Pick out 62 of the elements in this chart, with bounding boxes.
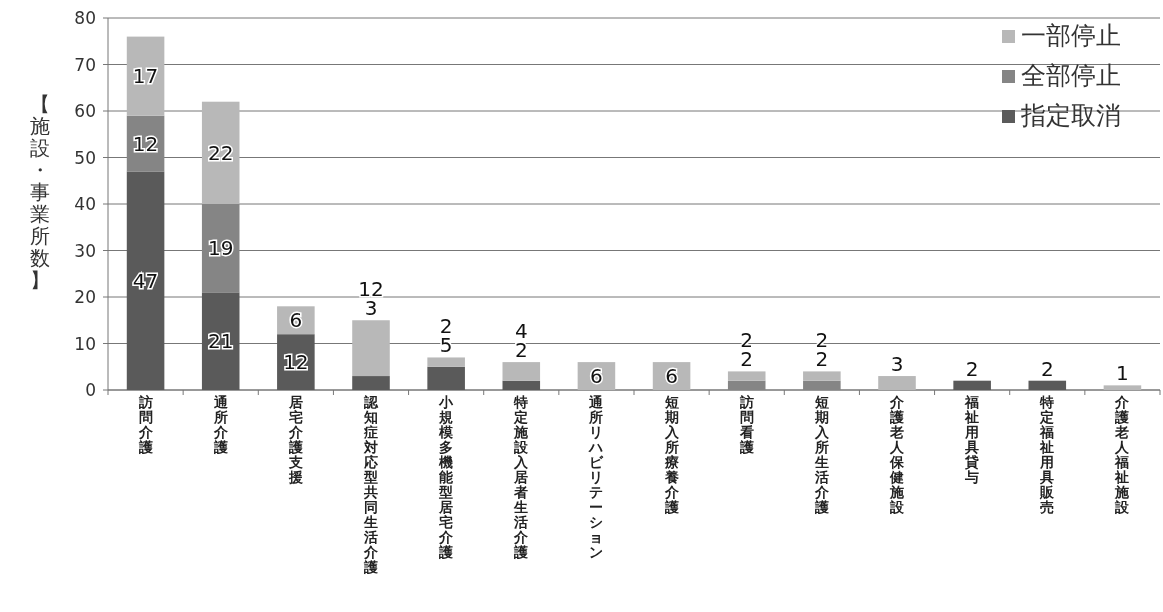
data-label: 47 (132, 268, 159, 293)
data-label: 6 (665, 364, 678, 389)
bar (727, 371, 766, 381)
category-label: 特定施設入居者生活介護 (514, 394, 529, 560)
bar (201, 101, 240, 204)
data-label: 3 (890, 352, 904, 377)
x-tick-label: 介護老人福祉施設 (1114, 394, 1131, 515)
bar (427, 366, 465, 390)
y-tick-label: 20 (74, 287, 96, 307)
data-label: 6 (590, 364, 603, 389)
data-label: 21 (207, 329, 234, 354)
category-label: 通所リハビリテーション (589, 394, 604, 560)
x-tick-label: 介護老人保健施設 (889, 394, 905, 515)
bar (878, 376, 916, 390)
text: 【施設・事業所数】 (30, 92, 50, 292)
x-tick-label: 訪問看護 (738, 394, 754, 455)
y-tick-label: 80 (74, 8, 96, 28)
category-label: 小規模多機能型居宅介護 (439, 394, 454, 560)
data-label: 2 (965, 356, 979, 381)
bar (1028, 380, 1067, 390)
bar (1103, 385, 1142, 390)
data-label: 17 (132, 64, 159, 89)
data-label: 19 (207, 236, 234, 261)
bar (201, 292, 240, 390)
bar (803, 371, 841, 381)
bar (502, 362, 541, 381)
data-label: 2 (815, 347, 829, 372)
bar (352, 320, 390, 377)
x-tick-label: 短期入所療養介護 (663, 394, 680, 515)
data-label: 12 (283, 350, 309, 375)
data-label: 22 (207, 140, 234, 165)
bar (953, 380, 991, 390)
x-tick-label: 訪問介護 (137, 394, 154, 455)
y-tick-label: 30 (74, 240, 96, 261)
data-label: 6 (289, 308, 303, 333)
y-tick-label: 40 (74, 194, 96, 214)
legend-label: 指定取消 (1020, 101, 1121, 130)
category-label: 認知症対応型共同生活介護 (364, 394, 378, 575)
legend-label: 一部停止 (1021, 21, 1121, 50)
bar (502, 380, 541, 390)
data-label: 2 (1040, 356, 1054, 381)
data-label: 1 (1116, 361, 1129, 386)
y-tick-label: 70 (74, 54, 96, 75)
x-tick-label: 通所介護 (212, 394, 229, 455)
data-label: 12 (132, 131, 159, 156)
x-tick-label: 居宅介護支援 (287, 394, 304, 485)
bar (727, 380, 766, 390)
bar (427, 357, 465, 367)
y-tick-label: 50 (74, 147, 96, 168)
data-label: 2 (439, 314, 453, 339)
y-tick-label: 60 (74, 101, 96, 121)
bar (352, 376, 390, 390)
x-tick-label: 短期入所生活介護 (813, 394, 830, 515)
y-tick-label: 10 (74, 333, 96, 354)
x-tick-label: 特定福祉用具販売 (1039, 394, 1056, 515)
x-tick-label: 福祉用具貸与 (964, 394, 980, 485)
y-tick-label: 0 (85, 380, 96, 400)
legend-label: 全部停止 (1021, 61, 1121, 90)
bar (803, 380, 841, 390)
bar (201, 204, 240, 293)
bar (126, 171, 165, 390)
data-label: 2 (740, 347, 754, 372)
